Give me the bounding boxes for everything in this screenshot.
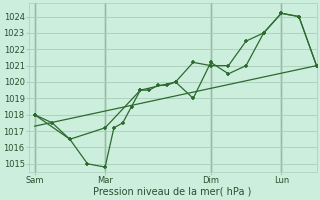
X-axis label: Pression niveau de la mer( hPa ): Pression niveau de la mer( hPa ) — [93, 187, 252, 197]
